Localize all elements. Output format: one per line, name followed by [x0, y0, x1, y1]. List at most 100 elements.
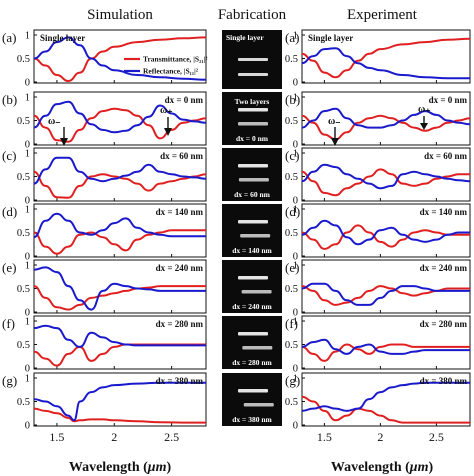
ytick-label: 1 — [293, 317, 298, 328]
ytick-label: 0.5 — [285, 172, 298, 183]
frame-a-exp — [301, 29, 471, 84]
panel-label-e-exp: dx = 240 nm — [420, 263, 468, 273]
ytick-label: 0.5 — [17, 228, 30, 239]
frame-a-sim — [33, 29, 207, 84]
reflectance-line-c-sim — [33, 156, 207, 185]
sem-background — [222, 204, 282, 257]
ytick-label: 0 — [25, 78, 30, 89]
ytick-label: 0 — [25, 196, 30, 207]
panel-c-sim: 0 0.5 1 dx = 60 nm — [17, 147, 207, 207]
reflectance-line-g-sim — [33, 381, 206, 422]
panel-d-exp: 0 0.5 1 dx = 140 nm — [285, 203, 471, 263]
panel-label-c-sim: dx = 60 nm — [160, 151, 203, 161]
ytick-label: 0 — [293, 308, 298, 319]
legend-transmittance-label: Transmittance, |S₂₁|² — [143, 55, 208, 64]
ytick-label: 0 — [25, 364, 30, 375]
resonator-bar-top — [238, 108, 268, 112]
ytick-label: 0 — [25, 140, 30, 151]
resonator-bar — [238, 58, 268, 61]
row-label: (d) — [2, 204, 17, 219]
ytick-label: 0.5 — [17, 284, 30, 295]
ytick-label: 0.5 — [17, 54, 30, 65]
panel-label-e-sim: dx = 240 nm — [156, 263, 204, 273]
resonator-bar-bottom — [238, 122, 268, 126]
frame-d-exp — [301, 203, 471, 258]
experiment-title: Experiment — [347, 7, 418, 23]
xtick-label: 1.5 — [317, 430, 332, 444]
row-label: (g) — [2, 373, 17, 388]
ytick-label: 1 — [25, 93, 30, 104]
ytick-label: 0 — [293, 252, 298, 263]
resonator-bar — [238, 73, 268, 76]
panel-c-exp: 0 0.5 1 dx = 60 nm — [285, 147, 471, 207]
ytick-label: 1 — [25, 205, 30, 216]
panels: 0 0.5 1 Single layer 0 0.5 1 dx = 0 nm 0 0.5 1 dx =… — [2, 29, 471, 444]
panel-label-a-sim: Single layer — [40, 33, 85, 43]
resonator-bar-top — [238, 220, 268, 224]
resonator-bar-top — [238, 164, 268, 168]
ytick-label: 0.5 — [285, 340, 298, 351]
row-label: (a) — [2, 30, 16, 45]
sem-background — [222, 260, 282, 313]
panel-b-exp: 0 0.5 1 dx = 0 nm — [285, 91, 471, 151]
ytick-label: 0.5 — [17, 397, 30, 408]
annotations: ω₋ ω₊ ω₋ ω₊ — [48, 104, 431, 146]
transmittance-line-c-exp — [301, 168, 470, 197]
panel-b-sim: 0 0.5 1 dx = 0 nm — [17, 91, 207, 151]
fab-label: dx = 240 nm — [232, 302, 272, 311]
fabrication-title: Fabrication — [218, 7, 287, 23]
ytick-label: 0 — [293, 140, 298, 151]
reflectance-line-f-exp — [301, 338, 470, 355]
panel-g-sim: 0 0.5 1 dx = 380 nm — [17, 372, 207, 432]
ytick-label: 0 — [25, 308, 30, 319]
legend: Transmittance, |S₂₁|² Reflectance, |S₁₁|² — [124, 55, 208, 76]
resonator-bar-bottom — [241, 290, 272, 294]
sem-background — [222, 92, 282, 145]
fab-label: Single layer — [226, 33, 264, 42]
fab-label: dx = 280 nm — [232, 358, 272, 367]
fab-label: dx = 140 nm — [232, 246, 272, 255]
transmittance-line-e-sim — [33, 285, 206, 311]
panel-label-a-exp: Single layer — [308, 33, 353, 43]
reflectance-line-a-sim — [33, 36, 207, 81]
ytick-label: 1 — [293, 374, 298, 385]
panel-label-g-sim: dx = 380 nm — [156, 376, 204, 386]
frame-g-exp — [301, 372, 471, 427]
transmittance-line-a-exp — [301, 37, 471, 79]
ytick-label: 1 — [293, 93, 298, 104]
xtick-label: 2.5 — [429, 430, 444, 444]
legend-reflectance-label: Reflectance, |S₁₁|² — [143, 67, 199, 76]
panel-label-d-sim: dx = 140 nm — [156, 207, 204, 217]
sem-image: dx = 240 nm — [222, 260, 282, 313]
panel-f-sim: 0 0.5 1 dx = 280 nm — [17, 315, 207, 375]
ytick-label: 1 — [25, 317, 30, 328]
omega-plus-label-sim: ω₊ — [160, 105, 173, 116]
ytick-label: 0 — [293, 196, 298, 207]
panel-label-c-exp: dx = 60 nm — [424, 151, 467, 161]
reflectance-line-d-sim — [33, 212, 206, 239]
x-axis-label-sim: Wavelength (μm) — [69, 460, 172, 475]
resonator-bar-bottom — [242, 346, 273, 350]
ytick-label: 1 — [293, 149, 298, 160]
sem-image: Single layer — [222, 30, 282, 89]
transmittance-line-e-exp — [301, 285, 470, 306]
row-label: (e) — [2, 260, 16, 275]
ytick-label: 1 — [293, 205, 298, 216]
ytick-label: 1 — [293, 31, 298, 42]
sem-image: dx = 60 nm — [222, 148, 282, 201]
panel-label-d-exp: dx = 140 nm — [420, 207, 468, 217]
sem-background — [222, 373, 282, 426]
panel-label-b-exp: dx = 0 nm — [429, 95, 468, 105]
ytick-label: 0.5 — [17, 172, 30, 183]
panel-label-g-exp: dx = 380 nm — [420, 376, 468, 386]
ytick-label: 0.5 — [17, 116, 30, 127]
reflectance-line-b-sim — [33, 100, 207, 134]
sem-image: dx = 380 nm — [222, 373, 282, 426]
arrowhead-omega-plus-sim — [164, 128, 172, 136]
resonator-bar-top — [238, 332, 268, 336]
reflectance-line-e-exp — [301, 282, 470, 306]
transmittance-line-a-sim — [33, 36, 207, 83]
transmittance-line-d-exp — [301, 224, 470, 250]
row-label: (e) — [285, 260, 299, 275]
